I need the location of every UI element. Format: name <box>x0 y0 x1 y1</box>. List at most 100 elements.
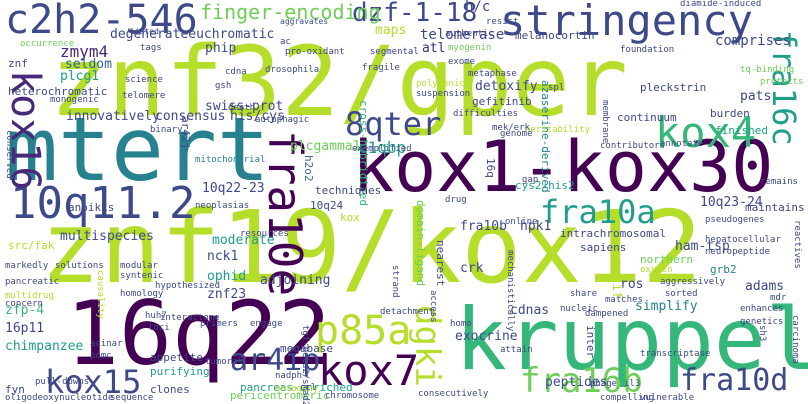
word: anoikis <box>68 201 115 214</box>
word: phage <box>590 379 618 389</box>
word: exocrine <box>455 329 518 344</box>
word: suspension <box>416 89 471 99</box>
word: mtert <box>5 98 270 201</box>
word: crk <box>460 261 484 276</box>
word: engage <box>250 319 283 329</box>
word: cdna <box>225 67 247 77</box>
word: maintains <box>745 201 805 214</box>
word: domain-ligand <box>414 200 427 287</box>
word: znf19/kox12 <box>40 189 703 306</box>
word: pseudogenes <box>705 215 765 225</box>
word: burden <box>710 107 750 120</box>
word: cys2-his2 <box>515 179 575 192</box>
word: c1qbp <box>358 138 407 157</box>
word: diamide-induced <box>680 0 762 9</box>
word: dzf-1-18 <box>352 0 478 28</box>
word: tq-binding <box>740 65 795 75</box>
word: sapiens <box>580 241 627 254</box>
word: c2h2-546 <box>5 0 198 43</box>
word: sequence <box>110 393 154 403</box>
word: fra10e <box>258 130 312 297</box>
word: his/cys <box>230 109 285 124</box>
word: acinar <box>90 339 123 349</box>
word: telomerase <box>420 27 505 43</box>
word: multispecies <box>60 229 154 244</box>
word: fra10a <box>540 193 656 231</box>
word: binary <box>150 125 183 135</box>
word: simplify <box>635 299 698 314</box>
word: zmym4 <box>60 42 109 61</box>
word: ar4ip <box>230 343 321 378</box>
word: hypothesized <box>155 281 221 291</box>
word: znf23 <box>207 287 247 302</box>
word: appetite <box>150 351 203 364</box>
word: ar42j <box>179 116 192 150</box>
word: cross-hybridized <box>357 100 370 206</box>
word: transcriptase <box>640 349 711 359</box>
word: plcgamma1 <box>290 139 361 154</box>
word: 8qter <box>345 105 442 143</box>
word: finger-encoding <box>200 0 381 24</box>
word: northern <box>640 253 693 266</box>
word: aggressively <box>660 277 726 287</box>
word: monogenic <box>50 95 99 105</box>
word: remains <box>760 177 798 187</box>
word: matches <box>605 295 643 305</box>
word: exemplified <box>352 144 412 154</box>
word: occurrence <box>20 39 75 49</box>
word: ccl <box>300 383 317 393</box>
word: membrane <box>600 100 610 144</box>
word: metaphase <box>468 69 517 79</box>
word: dgki <box>407 305 447 387</box>
word: exome <box>448 57 476 67</box>
word: share <box>570 289 598 299</box>
word: kruppel <box>455 290 808 390</box>
word: purifying <box>150 365 210 378</box>
word: innovatively <box>66 109 160 124</box>
word: 10q23-24 <box>700 195 763 210</box>
word: drug <box>445 195 467 205</box>
word: pomc <box>90 351 112 361</box>
word: fra16c <box>765 30 803 146</box>
word: maps <box>375 23 407 38</box>
word: fragile <box>362 63 400 73</box>
word: src/fak <box>8 239 55 252</box>
word: multidrug <box>5 291 54 301</box>
word: fra16b <box>520 361 643 401</box>
word: motif <box>609 260 624 300</box>
word: heritability <box>525 125 591 135</box>
word: detoxify <box>475 79 538 94</box>
word: zfp-4 <box>5 303 45 318</box>
word: polygenic <box>416 79 465 89</box>
word: pericentromeric <box>230 389 330 402</box>
word: seldom <box>65 57 112 72</box>
word: consecutively <box>418 389 489 399</box>
word: drosophila <box>265 65 320 75</box>
word: 10q24 <box>310 199 344 212</box>
word: peptides <box>545 375 608 390</box>
word: 10q22-23 <box>202 181 265 196</box>
word: pleckstrin <box>640 81 707 94</box>
word: syntenic <box>120 271 164 281</box>
word: tags <box>140 43 162 53</box>
word: ophid <box>207 269 247 284</box>
word: adams <box>745 279 785 294</box>
word: sh3 <box>757 325 767 342</box>
word: listed <box>130 27 159 36</box>
word: fra10b <box>460 219 507 234</box>
word: neuropeptide <box>705 247 771 257</box>
word: 16q22 <box>66 282 331 385</box>
word: tumoral <box>205 357 243 367</box>
word: cdnas <box>510 303 550 318</box>
word: annotate <box>660 139 704 149</box>
word: myogenin <box>448 43 492 53</box>
word: reactives <box>792 220 802 269</box>
word: ros <box>620 277 644 292</box>
word: dampened <box>585 309 629 319</box>
word: difficulties <box>453 109 519 119</box>
word: huh7 <box>145 311 167 321</box>
word: p85a <box>315 308 412 354</box>
word: kox1-kox30 <box>352 126 774 208</box>
word: solutions <box>55 261 104 271</box>
